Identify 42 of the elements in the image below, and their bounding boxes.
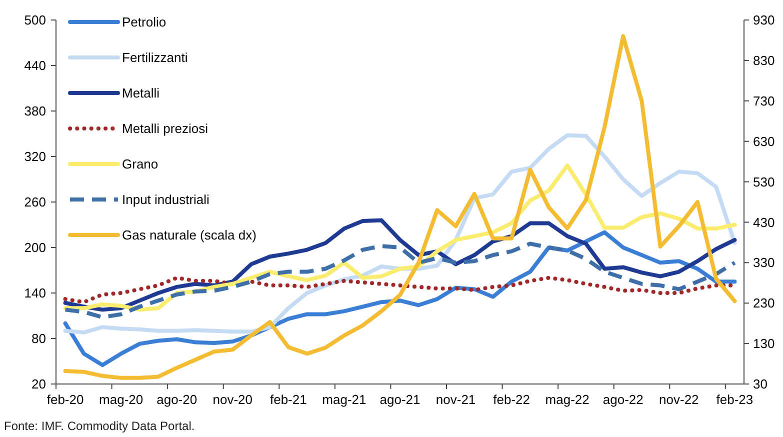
y2-tick-label: 430 — [753, 214, 775, 230]
legend-label: Input industriali — [122, 192, 210, 208]
y-tick-label: 380 — [24, 104, 46, 119]
legend-label: Petrolio — [122, 14, 166, 30]
x-tick-label: nov-20 — [212, 392, 253, 407]
legend-label: Metalli preziosi — [122, 121, 208, 136]
source-note: Fonte: IMF. Commodity Data Portal. — [4, 419, 195, 433]
x-tick-label: feb-22 — [493, 392, 530, 407]
x-tick-label: ago-22 — [602, 392, 644, 407]
y2-tick-label: 830 — [753, 52, 775, 68]
x-tick-label: nov-21 — [436, 392, 476, 407]
y-tick-label: 500 — [24, 12, 46, 28]
x-tick-label: ago-21 — [380, 392, 420, 407]
x-tick-label: feb-23 — [716, 392, 754, 407]
x-tick-label: feb-20 — [46, 392, 84, 407]
legend-label: Metalli — [122, 86, 160, 101]
y2-tick-label: 30 — [753, 376, 768, 392]
line-series — [63, 242, 737, 320]
x-tick-label: mag-22 — [545, 392, 590, 407]
legend-label: Grano — [122, 156, 158, 172]
y-tick-label: 140 — [24, 286, 46, 301]
y2-tick-label: 130 — [753, 336, 775, 352]
x-tick-label: mag-21 — [322, 392, 366, 407]
y-tick-label: 320 — [24, 149, 46, 164]
y2-tick-label: 330 — [753, 255, 775, 270]
line-series — [63, 34, 737, 380]
x-tick-label: ago-20 — [156, 392, 198, 407]
x-tick-label: feb-21 — [270, 392, 307, 407]
y2-tick-label: 230 — [753, 296, 775, 311]
y2-tick-label: 630 — [753, 134, 775, 149]
y2-tick-label: 930 — [753, 12, 775, 28]
y-tick-label: 80 — [32, 331, 46, 346]
legend-label: Gas naturale (scala dx) — [122, 228, 256, 243]
x-tick-label: mag-20 — [99, 392, 144, 407]
x-tick-label: nov-22 — [659, 392, 699, 407]
y-tick-label: 260 — [24, 194, 46, 210]
legend-label: Fertilizzanti — [122, 50, 188, 66]
y-tick-label: 200 — [24, 240, 46, 256]
y-tick-label: 440 — [24, 58, 46, 74]
y2-tick-label: 730 — [753, 93, 775, 108]
y-tick-label: 20 — [32, 376, 46, 392]
y2-tick-label: 530 — [753, 174, 775, 190]
